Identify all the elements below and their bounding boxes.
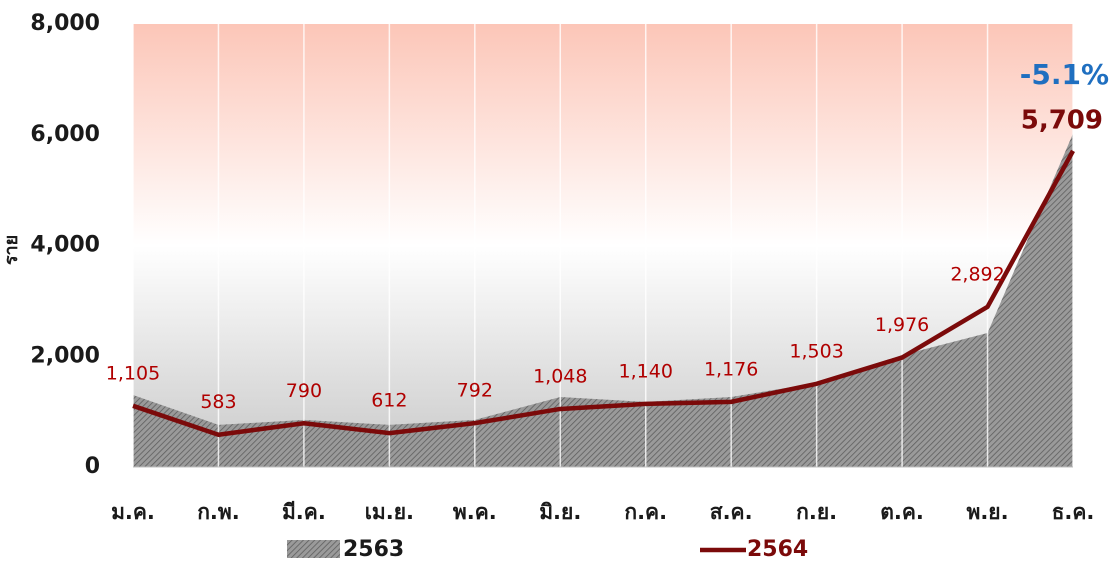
x-tick-label: ส.ค. — [710, 500, 753, 524]
value-label: 1,140 — [619, 360, 673, 382]
x-tick-label: ก.ย. — [796, 500, 837, 524]
value-label: 1,503 — [789, 340, 843, 362]
line-2564 — [132, 149, 1075, 437]
value-label: 612 — [371, 390, 407, 412]
legend-label: 2563 — [343, 537, 404, 562]
y-tick-label: 2,000 — [30, 343, 100, 368]
x-tick-label: ก.ค. — [624, 500, 667, 524]
x-tick-label: มิ.ย. — [539, 500, 581, 524]
x-tick-label: ม.ค. — [111, 500, 155, 524]
value-label: 792 — [457, 380, 493, 402]
x-tick-label: พ.ค. — [453, 500, 497, 524]
x-tick-label: พ.ย. — [966, 500, 1008, 524]
y-tick-label: 0 — [85, 454, 100, 479]
value-label: 1,976 — [875, 314, 929, 336]
y-tick-label: 8,000 — [30, 11, 100, 36]
value-label: 1,176 — [704, 358, 758, 380]
value-label: 583 — [200, 391, 236, 413]
value-label: 2,892 — [950, 263, 1004, 285]
value-label: 1,105 — [106, 362, 160, 384]
x-tick-label: มี.ค. — [282, 500, 326, 524]
x-tick-label: ต.ค. — [880, 500, 924, 524]
value-label: 5,709 — [1021, 105, 1103, 135]
y-tick-label: 6,000 — [30, 122, 100, 147]
x-tick-label: ธ.ค. — [1052, 500, 1095, 524]
x-tick-label: ก.พ. — [197, 500, 240, 524]
area-2563 — [133, 133, 1073, 467]
x-tick-label: เม.ย. — [365, 500, 414, 524]
legend-label: 2564 — [747, 537, 808, 562]
legend-swatch — [287, 540, 340, 558]
value-label: 790 — [286, 380, 322, 402]
annotation: -5.1% — [1020, 58, 1109, 91]
value-label: 1,048 — [533, 365, 587, 387]
y-tick-label: 4,000 — [30, 233, 100, 258]
y-axis-label: ราย — [1, 235, 22, 265]
